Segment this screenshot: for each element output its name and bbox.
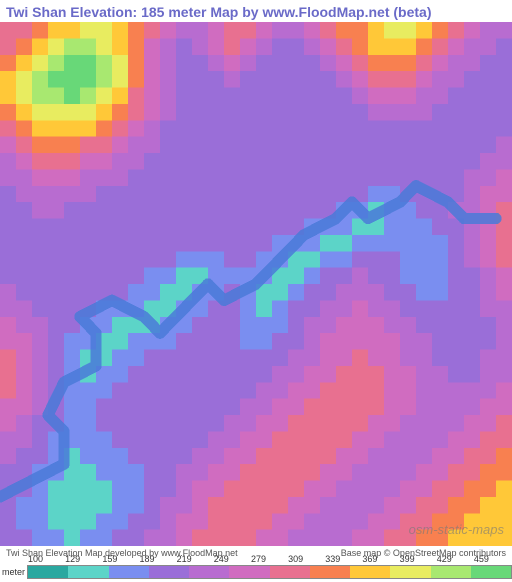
legend-segment [189, 566, 229, 578]
elevation-legend: meter 1001291591892192492793093393693994… [0, 562, 512, 582]
legend-tick: 279 [251, 554, 288, 564]
legend-segment [390, 566, 430, 578]
legend-segment [109, 566, 149, 578]
legend-segment [270, 566, 310, 578]
legend-tick: 159 [102, 554, 139, 564]
legend-segment [229, 566, 269, 578]
legend-segment [350, 566, 390, 578]
legend-tick: 249 [214, 554, 251, 564]
elevation-map [0, 22, 512, 546]
legend-tick: 219 [177, 554, 214, 564]
legend-tick: 339 [325, 554, 362, 564]
watermark-text: osm-static-maps [409, 522, 504, 537]
map-title: Twi Shan Elevation: 185 meter Map by www… [6, 4, 432, 20]
legend-segment [471, 566, 511, 578]
legend-tick: 309 [288, 554, 325, 564]
legend-tick: 129 [65, 554, 102, 564]
legend-tick: 429 [437, 554, 474, 564]
legend-segment [149, 566, 189, 578]
legend-segment [68, 566, 108, 578]
legend-tick: 369 [362, 554, 399, 564]
legend-segment [431, 566, 471, 578]
legend-segment [28, 566, 68, 578]
legend-unit: meter [0, 567, 27, 577]
legend-scale: 100129159189219249279309339369399429459 [27, 565, 512, 579]
legend-tick: 100 [28, 554, 65, 564]
legend-tick: 399 [400, 554, 437, 564]
legend-tick: 189 [139, 554, 176, 564]
legend-segment [310, 566, 350, 578]
legend-tick: 459 [474, 554, 511, 564]
